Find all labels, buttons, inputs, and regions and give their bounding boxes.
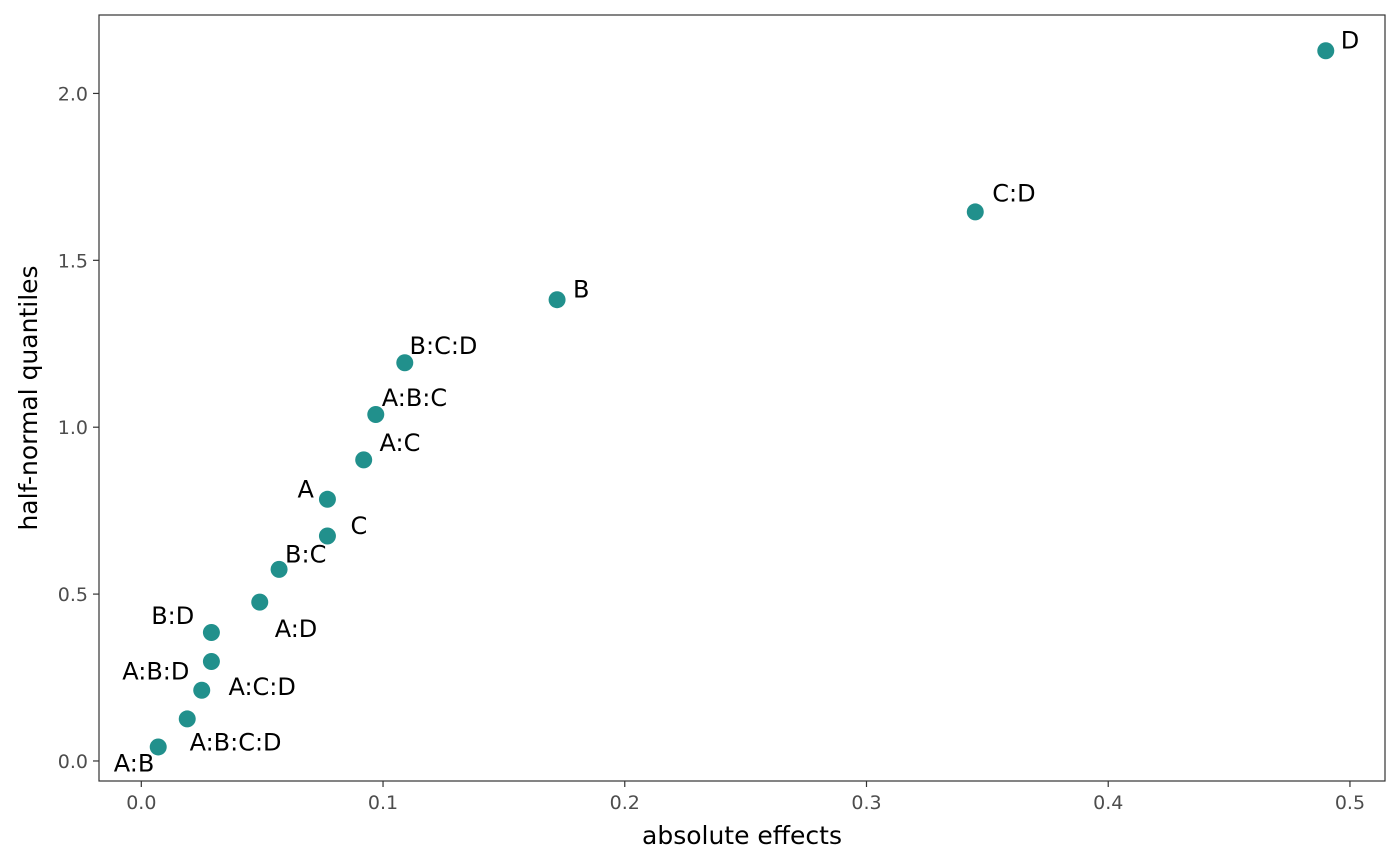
data-point [1317,42,1335,60]
x-tick-label: 0.3 [851,792,881,814]
data-point [318,490,336,508]
point-label: B:C [285,540,326,568]
y-axis-title: half-normal quantiles [14,265,43,530]
y-axis: 0.0 0.5 1.0 1.5 2.0 [58,83,99,773]
point-label: B:C:D [410,332,478,360]
data-point [270,560,288,578]
y-tick-label: 2.0 [58,83,88,105]
y-tick-label: 1.5 [58,250,88,272]
y-tick-label: 1.0 [58,417,88,439]
data-point [966,203,984,221]
data-point [396,354,414,372]
point-label: A:B [114,750,155,778]
data-point [149,738,167,756]
point-label: C [350,512,367,540]
data-point [367,406,385,424]
point-label: A [297,475,314,503]
data-point [178,710,196,728]
x-tick-label: 0.4 [1093,792,1123,814]
x-tick-label: 0.1 [368,792,398,814]
data-point [318,527,336,545]
point-label: B [573,276,589,304]
point-label: A:B:C [382,384,447,412]
x-axis: 0.0 0.1 0.2 0.3 0.4 0.5 [126,781,1365,814]
point-label: A:D [275,615,318,643]
panel-border [98,14,1386,782]
point-label: C:D [992,180,1035,208]
data-point [202,653,220,671]
point-label: D [1341,27,1359,55]
data-point [355,451,373,469]
point-label: A:B:D [122,658,189,686]
x-tick-label: 0.5 [1335,792,1365,814]
data-point [251,593,269,611]
point-label: A:C:D [228,673,295,701]
y-tick-label: 0.0 [58,751,88,773]
data-points [149,42,1335,756]
x-tick-label: 0.0 [126,792,156,814]
point-label: A:C [380,429,421,457]
point-label: A:B:C:D [190,728,282,756]
data-point [202,623,220,641]
point-label: B:D [151,602,194,630]
x-tick-label: 0.2 [610,792,640,814]
data-point [548,291,566,309]
y-tick-label: 0.5 [58,584,88,606]
point-labels: A:B A:B:C:D A:C:D A:B:D B:D A:D B:C C A A:C A:B:C B… [114,27,1359,778]
x-axis-title: absolute effects [642,821,842,850]
data-point [193,681,211,699]
